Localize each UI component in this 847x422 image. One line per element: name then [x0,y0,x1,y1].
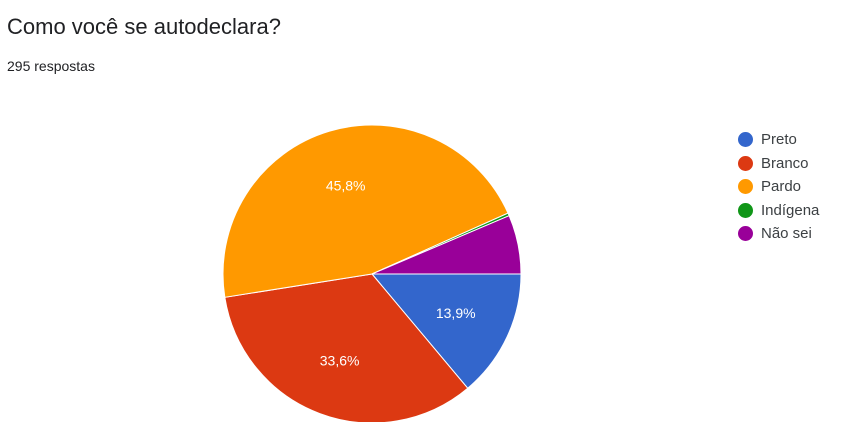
legend-item[interactable]: Indígena [738,199,819,223]
legend-swatch [738,226,753,242]
legend-label: Pardo [761,178,802,196]
pie-slice-label: 13,9% [436,305,476,321]
legend-swatch [738,132,753,148]
legend-swatch [738,202,753,218]
pie-slice-nao-sei[interactable] [371,215,522,275]
legend-swatch [738,155,753,171]
pie-slice-branco[interactable] [224,273,469,422]
legend-label: Branco [761,154,809,172]
legend: Preto Branco Pardo Indígena Não sei [738,128,819,246]
pie-slice-preto[interactable] [370,273,522,389]
legend-label: Indígena [761,201,820,219]
pie-slice-label: 33,6% [320,353,360,369]
question-title: Como você se autodeclara? [7,14,281,39]
legend-item[interactable]: Branco [738,152,819,176]
legend-item[interactable]: Preto [738,128,819,152]
legend-label: Preto [761,131,797,149]
legend-label: Não sei [761,225,812,243]
legend-item[interactable]: Não sei [738,222,819,246]
legend-swatch [738,179,753,195]
pie-slice-pardo[interactable] [222,124,509,298]
legend-item[interactable]: Pardo [738,175,819,199]
response-count: 295 respostas [7,58,95,74]
pie-slice-label: 45,8% [326,177,366,193]
